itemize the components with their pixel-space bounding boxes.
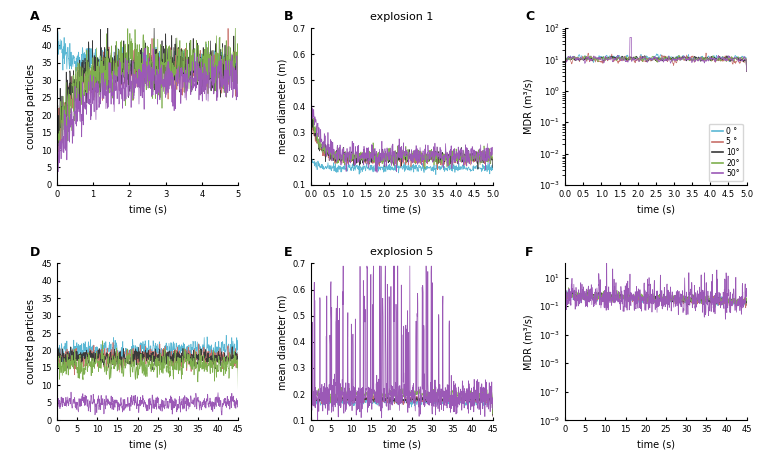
Text: E: E xyxy=(283,246,293,259)
X-axis label: time (s): time (s) xyxy=(637,205,675,214)
Y-axis label: counted particles: counted particles xyxy=(26,64,36,149)
Y-axis label: counted particles: counted particles xyxy=(26,299,36,384)
Y-axis label: mean diameter (m): mean diameter (m) xyxy=(277,59,287,154)
X-axis label: time (s): time (s) xyxy=(129,440,167,450)
X-axis label: time (s): time (s) xyxy=(129,205,167,214)
Title: explosion 5: explosion 5 xyxy=(370,247,434,257)
Text: D: D xyxy=(30,246,40,259)
Y-axis label: mean diameter (m): mean diameter (m) xyxy=(277,294,287,389)
X-axis label: time (s): time (s) xyxy=(637,440,675,450)
Text: C: C xyxy=(525,10,534,23)
X-axis label: time (s): time (s) xyxy=(383,440,421,450)
X-axis label: time (s): time (s) xyxy=(383,205,421,214)
Text: B: B xyxy=(283,10,293,23)
Text: F: F xyxy=(525,246,534,259)
Y-axis label: MDR (m³/s): MDR (m³/s) xyxy=(524,314,534,370)
Title: explosion 1: explosion 1 xyxy=(370,12,434,21)
Text: A: A xyxy=(30,10,39,23)
Legend: 0 °, 5 °, 10°, 20°, 50°: 0 °, 5 °, 10°, 20°, 50° xyxy=(709,124,743,181)
Y-axis label: MDR (m³/s): MDR (m³/s) xyxy=(524,78,534,134)
